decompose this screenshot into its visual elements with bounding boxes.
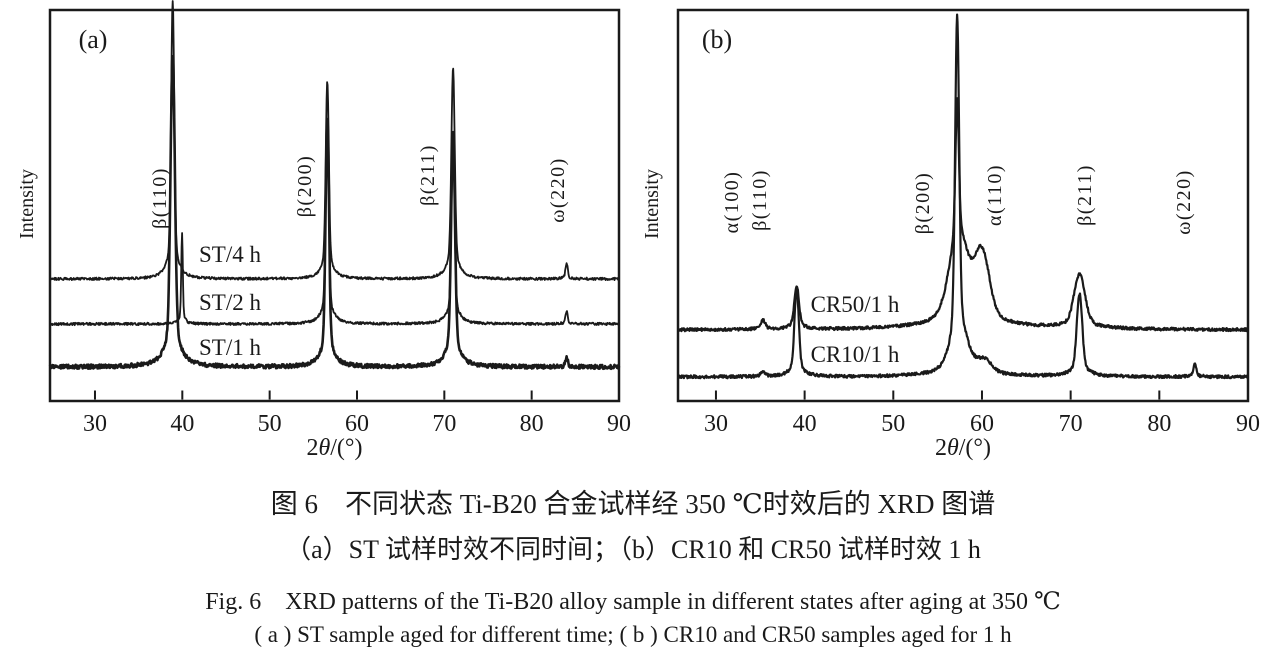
peak-label-211: β(211): [1074, 164, 1096, 226]
x-tick-label: 70: [432, 411, 456, 437]
peak-label-110: β(110): [149, 167, 171, 229]
x-tick-label: 90: [1236, 411, 1260, 437]
x-tick-label: 40: [793, 411, 817, 437]
xrd-curve-st-4-h: [49, 0, 620, 281]
peak-label-110: β(110): [749, 169, 771, 231]
series-label-st-2-h: ST/2 h: [199, 290, 261, 315]
peak-label-211: β(211): [417, 144, 439, 206]
series-label-st-4-h: ST/4 h: [199, 242, 261, 267]
series-label-cr10-1-h: CR10/1 h: [811, 342, 900, 367]
x-tick-label: 80: [520, 411, 544, 437]
x-tick-label: 30: [704, 411, 728, 437]
xrd-figure: 30 40 50 60 70 80 90 2θ/(°) Intensity (a) β(110) β(…: [16, 0, 1260, 461]
xrd-curve-cr10-1-h: [676, 13, 1249, 380]
xrd-curve-st-2-h: [49, 120, 620, 327]
panel-a: 30 40 50 60 70 80 90 2θ/(°) Intensity (a) β(110) β(…: [16, 0, 631, 461]
panel-a-frame: [48, 8, 621, 403]
x-tick-label: 60: [970, 411, 994, 437]
x-tick-label: 80: [1147, 411, 1171, 437]
peak-label-200: β(200): [294, 155, 316, 218]
caption-english-subtitle: ( a ) ST sample aged for different time;…: [254, 622, 1012, 647]
x-axis-label-b: 2θ/(°): [935, 435, 991, 461]
y-axis-label-b: Intensity: [641, 169, 663, 239]
xrd-curve-cr50-1-h: [677, 97, 1249, 333]
peak-label-220: ω(220): [547, 157, 569, 222]
peak-label-110: α(110): [984, 164, 1006, 226]
panel-b: 30 40 50 60 70 80 90 2θ/(°) Intensity (b) α(100) β(…: [641, 8, 1260, 461]
peak-label-220: ω(220): [1173, 169, 1195, 234]
x-tick-label: 60: [345, 411, 369, 437]
x-tick-label: 30: [83, 411, 107, 437]
series-label-cr50-1-h: CR50/1 h: [811, 292, 900, 317]
x-tick-label: 90: [607, 411, 631, 437]
x-tick-label: 70: [1059, 411, 1083, 437]
x-tick-label: 50: [881, 411, 905, 437]
x-tick-label: 40: [170, 411, 194, 437]
caption-chinese-title: 图 6 不同状态 Ti-B20 合金试样经 350 ℃时效后的 XRD 图谱: [270, 489, 996, 519]
caption-chinese-subtitle: （a）ST 试样时效不同时间；（b）CR10 和 CR50 试样时效 1 h: [285, 535, 981, 564]
y-axis-label-a: Intensity: [16, 169, 38, 239]
panel-b-frame: [676, 8, 1250, 403]
x-axis-label-a: 2θ/(°): [306, 435, 362, 461]
caption-english-title: Fig. 6 XRD patterns of the Ti-B20 alloy …: [205, 589, 1061, 615]
peak-label-100: α(100): [721, 171, 743, 234]
xrd-curve-st-1-h: [48, 55, 621, 371]
x-tick-label: 50: [258, 411, 282, 437]
series-label-st-1-h: ST/1 h: [199, 335, 261, 360]
panel-a-letter: (a): [79, 25, 108, 54]
panel-b-letter: (b): [702, 25, 732, 54]
peak-label-200: β(200): [912, 172, 934, 235]
